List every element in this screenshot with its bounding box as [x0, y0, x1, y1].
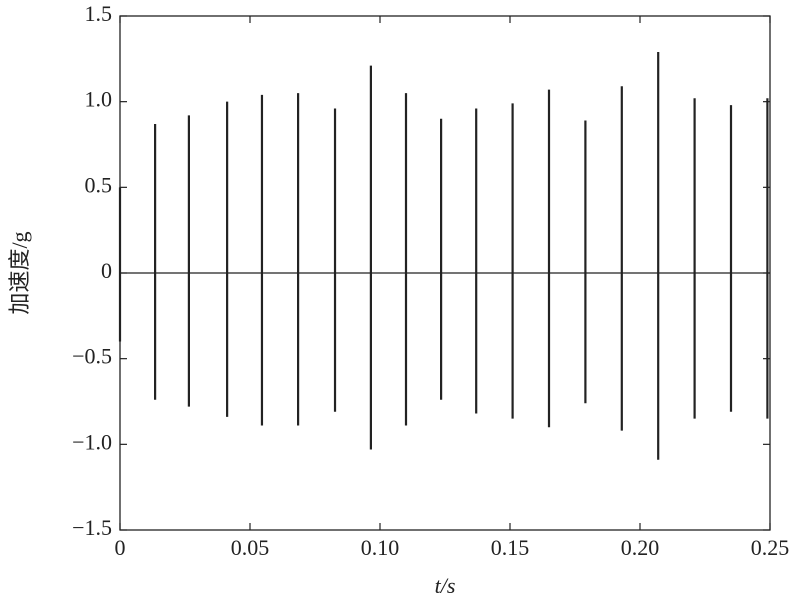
y-tick-label: −1.0	[72, 429, 112, 454]
x-tick-label: 0.15	[491, 535, 530, 560]
y-tick-label: −1.5	[72, 515, 112, 540]
y-tick-label: 0	[101, 258, 112, 283]
y-tick-label: −0.5	[72, 344, 112, 369]
x-tick-label: 0.25	[751, 535, 790, 560]
x-tick-label: 0.20	[621, 535, 660, 560]
y-tick-label: 0.5	[85, 172, 113, 197]
y-axis-label: 加速度/g	[7, 231, 32, 314]
y-tick-label: 1.0	[85, 87, 113, 112]
x-tick-label: 0.10	[361, 535, 400, 560]
y-tick-label: 1.5	[85, 1, 113, 26]
x-tick-label: 0	[115, 535, 126, 560]
x-axis-label: t/s	[435, 573, 456, 598]
x-tick-label: 0.05	[231, 535, 270, 560]
